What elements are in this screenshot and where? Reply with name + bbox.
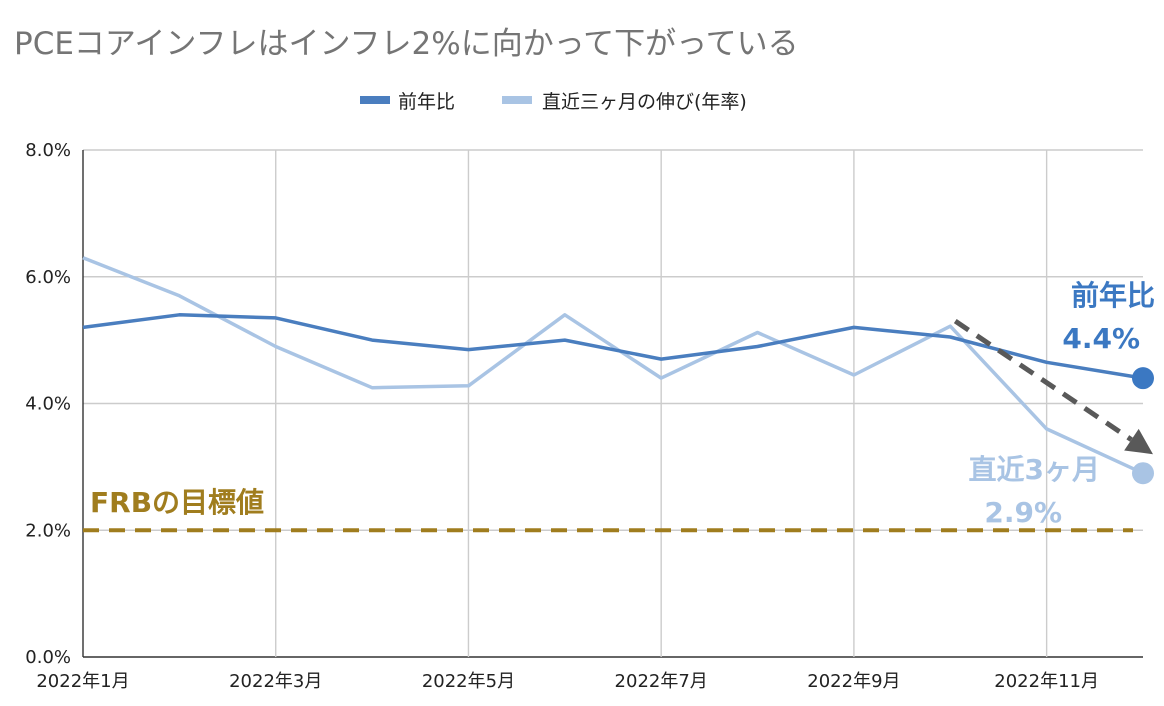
y-axis-ticks: 0.0% 2.0% 4.0% 6.0% 8.0% (25, 140, 71, 668)
series-line-3m (82, 256, 1144, 475)
trend-arrow-head (1124, 428, 1153, 455)
annotation-yoy-line2: 4.4% (1062, 322, 1140, 355)
y-tick-label: 8.0% (25, 140, 71, 161)
annotation-3m-line1: 直近3ヶ月 (969, 453, 1100, 486)
x-tick-label: 2022年9月 (807, 671, 900, 692)
y-tick-label: 4.0% (25, 394, 71, 415)
x-tick-label: 2022年7月 (615, 671, 708, 692)
x-tick-label: 2022年5月 (422, 671, 515, 692)
legend: 前年比 直近三ヶ月の伸び(年率) (360, 91, 747, 113)
annotation-yoy-line1: 前年比 (1071, 279, 1155, 312)
endpoint-marker-3m (1132, 462, 1154, 485)
grid-layer (82, 149, 1143, 658)
x-axis-ticks: 2022年1月 2022年3月 2022年5月 2022年7月 2022年9月 2022年… (36, 671, 1099, 692)
legend-label-3m: 直近三ヶ月の伸び(年率) (542, 91, 747, 113)
chart-title: PCEコアインフレはインフレ2%に向かって下がっている (14, 26, 799, 62)
legend-swatch-yoy (360, 96, 390, 104)
trend-arrow-shaft (953, 319, 1133, 442)
series-layer (82, 256, 1154, 485)
legend-swatch-3m (502, 96, 532, 104)
y-tick-label: 2.0% (25, 520, 71, 541)
series-line-yoy (82, 313, 1144, 380)
trend-arrow-layer (953, 319, 1153, 455)
y-tick-label: 0.0% (25, 647, 71, 668)
x-tick-label: 2022年3月 (229, 671, 322, 692)
endpoint-marker-yoy (1132, 367, 1154, 390)
legend-label-yoy: 前年比 (398, 91, 455, 113)
annotation-3m-line2: 2.9% (984, 496, 1062, 529)
reference-line-label: FRBの目標値 (90, 486, 264, 519)
x-tick-label: 2022年1月 (36, 671, 129, 692)
x-tick-label: 2022年11月 (994, 671, 1099, 692)
y-tick-label: 6.0% (25, 267, 71, 288)
